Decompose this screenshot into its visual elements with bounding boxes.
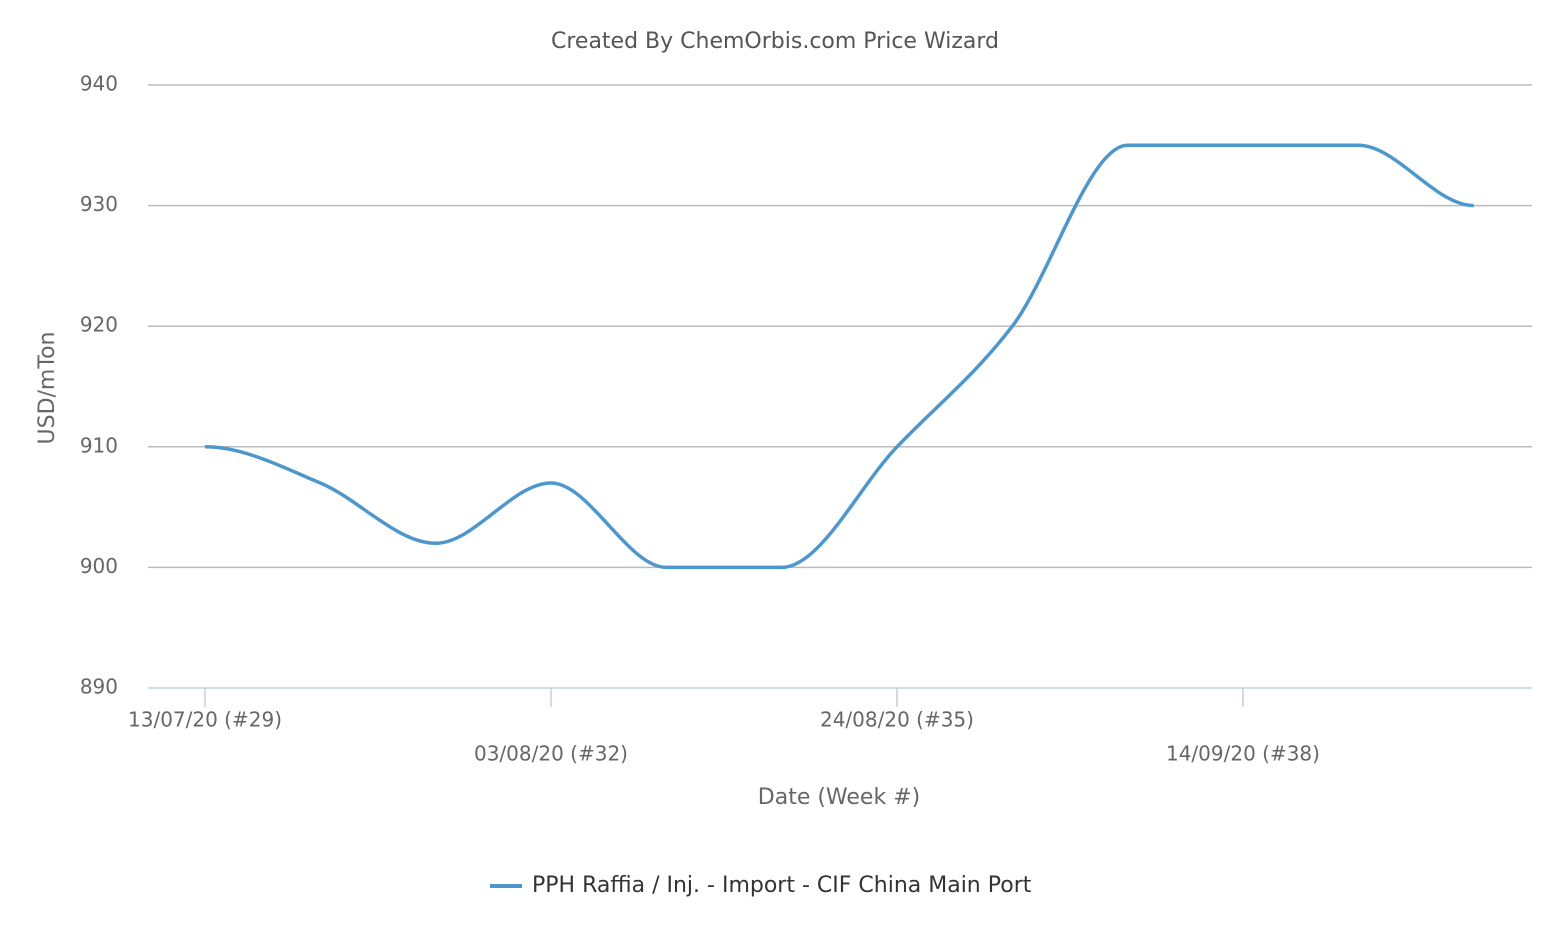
y-tick-label: 940 [80, 72, 118, 96]
y-axis-label: USD/mTon [35, 332, 60, 445]
y-tick-label: 930 [80, 192, 118, 216]
y-tick-label: 890 [80, 675, 118, 699]
line [204, 143, 1474, 570]
y-tick-label: 900 [80, 554, 118, 578]
legend-label: PPH Raffia / Inj. - Import - CIF China M… [532, 873, 1032, 898]
x-tick-label: 14/09/20 (#38) [1166, 742, 1320, 766]
chart-title: Created By ChemOrbis.com Price Wizard [551, 29, 999, 54]
x-axis-label: Date (Week #) [758, 785, 920, 810]
y-tick-label: 910 [80, 433, 118, 457]
y-tick-label: 920 [80, 313, 118, 337]
x-tick-label: 03/08/20 (#32) [474, 742, 628, 766]
x-tick-label: 24/08/20 (#35) [820, 708, 974, 732]
x-tick-label: 13/07/20 (#29) [128, 708, 282, 732]
